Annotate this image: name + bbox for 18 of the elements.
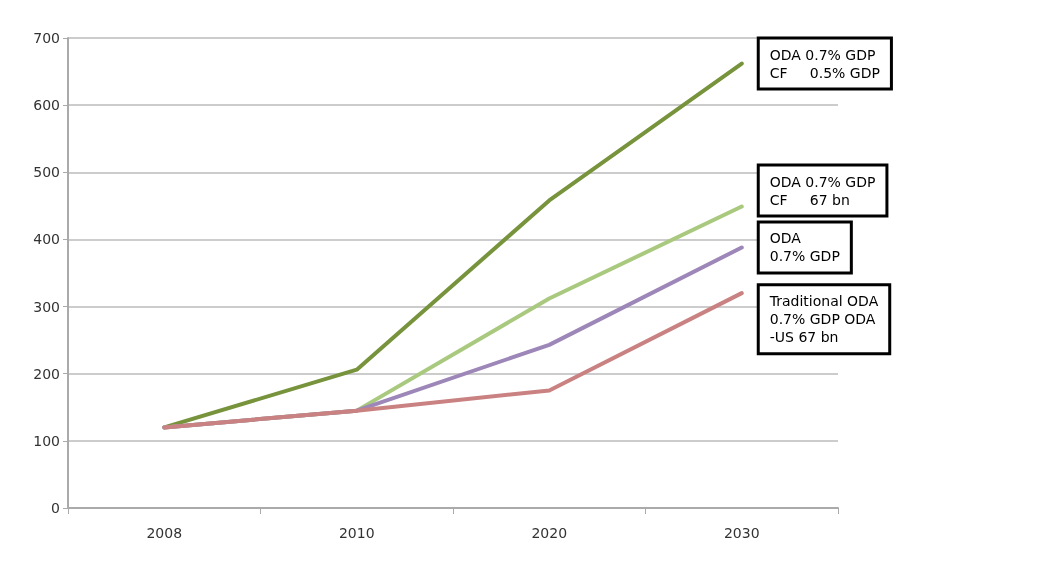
- x-tick-label: 2008: [146, 525, 183, 541]
- x-tick-label: 2010: [338, 525, 375, 541]
- series-label: ODA 0.7% GDP CF 0.5% GDP: [769, 46, 880, 81]
- y-tick-label: 600: [33, 97, 60, 114]
- x-tick-label: 2030: [723, 525, 760, 541]
- line-series: [162, 61, 744, 430]
- y-tick-label: 200: [33, 365, 60, 382]
- y-tick-label: 400: [33, 231, 60, 248]
- x-tick-label: 2020: [531, 525, 568, 541]
- line-series: [162, 291, 744, 430]
- y-tick-label: 100: [33, 432, 60, 449]
- y-tick-label: 300: [33, 298, 60, 315]
- series-label: ODA 0.7% GDP: [769, 230, 840, 265]
- y-tick-label: 500: [33, 164, 60, 181]
- y-tick-label: 0: [51, 500, 60, 516]
- y-tick-label: 700: [33, 30, 60, 46]
- series-label: Traditional ODA 0.7% GDP ODA -US 67 bn: [768, 293, 879, 346]
- text: ODA 0.7% GDP CF 67 bn: [769, 173, 876, 208]
